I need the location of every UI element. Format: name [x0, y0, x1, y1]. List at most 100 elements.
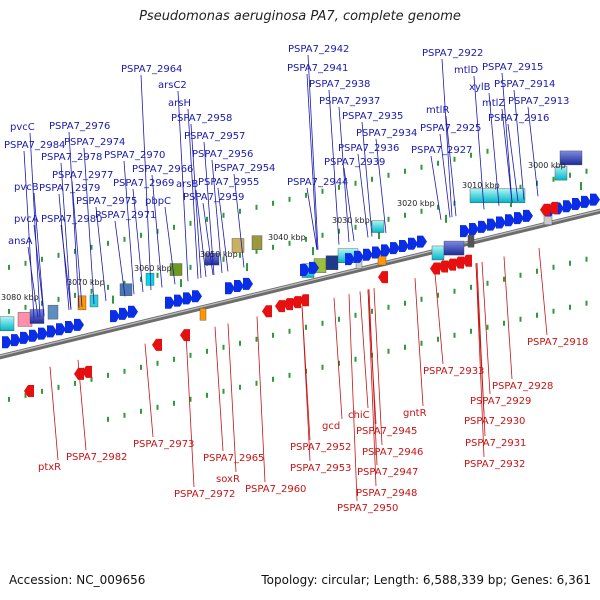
gene-label[interactable]: PSPA7_2966 [132, 164, 193, 175]
gene-label[interactable]: PSPA7_2938 [309, 79, 370, 90]
gene-label[interactable]: PSPA7_2976 [49, 121, 110, 132]
gene-label[interactable]: arsB [176, 179, 198, 190]
tick-mark [206, 392, 208, 398]
gene-label[interactable]: PSPA7_2945 [356, 426, 417, 437]
gene-label[interactable]: PSPA7_2969 [113, 178, 174, 189]
tick-mark [272, 200, 274, 206]
gene-label[interactable]: ptxR [38, 462, 61, 473]
gene-label[interactable]: PSPA7_2960 [245, 484, 306, 495]
gene-label[interactable]: chiC [348, 410, 370, 421]
gene-label[interactable]: PSPA7_2957 [184, 131, 245, 142]
forward-gene-arrow [165, 296, 175, 309]
top-leader-line [195, 189, 207, 277]
tick-mark [156, 360, 159, 366]
gene-label[interactable]: PSPA7_2972 [174, 489, 235, 500]
gene-label[interactable]: PSPA7_2918 [527, 337, 588, 348]
bottom-leader-line [333, 297, 343, 420]
gene-label[interactable]: PSPA7_2956 [192, 149, 253, 160]
gene-label[interactable]: PSPA7_2958 [171, 113, 232, 124]
forward-gene-arrow [478, 220, 488, 233]
gene-label[interactable]: PSPA7_2971 [95, 210, 156, 221]
gene-label[interactable]: PSPA7_2936 [338, 143, 399, 154]
gene-label[interactable]: PSPA7_2982 [66, 452, 127, 463]
gene-label[interactable]: PSPA7_2965 [203, 453, 264, 464]
tick-mark [288, 240, 291, 246]
gene-label[interactable]: PSPA7_2975 [76, 196, 137, 207]
gene-label[interactable]: PSPA7_2916 [488, 113, 549, 124]
gene-label[interactable]: pbpC [145, 196, 171, 207]
gene-label[interactable]: PSPA7_2964 [121, 64, 182, 75]
top-leader-line [338, 106, 350, 243]
gene-label[interactable]: PSPA7_2935 [342, 111, 403, 122]
kbp-label: 3000 kbp [528, 161, 566, 170]
gene-label[interactable]: mtlZ [482, 98, 505, 109]
gene-label[interactable]: gntR [403, 408, 427, 419]
forward-gene-arrow [514, 212, 524, 225]
gene-label[interactable]: ansA [8, 236, 33, 247]
gene-label[interactable]: PSPA7_2959 [183, 192, 244, 203]
gene-label[interactable]: PSPA7_2979 [39, 183, 100, 194]
tick-mark [585, 168, 588, 174]
gene-label[interactable]: PSPA7_2948 [356, 488, 417, 499]
gene-label[interactable]: PSPA7_2913 [508, 96, 569, 107]
tick-mark [453, 332, 456, 338]
gene-label[interactable]: pvcC [10, 122, 35, 133]
kbp-label: 3010 kbp [462, 181, 500, 190]
gene-label[interactable]: PSPA7_2955 [198, 177, 259, 188]
gene-label[interactable]: PSPA7_2915 [482, 62, 543, 73]
gene-label[interactable]: PSPA7_2952 [290, 442, 351, 453]
gene-label[interactable]: PSPA7_2933 [423, 366, 484, 377]
gene-label[interactable]: PSPA7_2944 [287, 177, 348, 188]
gene-label[interactable]: PSPA7_2942 [288, 44, 349, 55]
gene-label[interactable]: PSPA7_2932 [464, 459, 525, 470]
gene-label[interactable]: PSPA7_2970 [104, 150, 165, 161]
gene-label[interactable]: PSPA7_2984 [4, 140, 65, 151]
gene-label[interactable]: gcd [322, 421, 340, 432]
gene-label[interactable]: PSPA7_2939 [324, 157, 385, 168]
forward-gene-arrow [505, 214, 515, 227]
tick-mark [552, 176, 555, 182]
gene-label[interactable]: PSPA7_2927 [411, 145, 472, 156]
gene-label[interactable]: pvcB [14, 182, 39, 193]
gene-label[interactable]: pvcA [14, 214, 39, 225]
tick-mark [74, 380, 76, 386]
gene-label[interactable]: mtlR [426, 105, 449, 116]
gene-label[interactable]: PSPA7_2931 [465, 438, 526, 449]
gene-label[interactable]: PSPA7_2947 [357, 467, 418, 478]
tick-mark [552, 264, 555, 270]
gene-label[interactable]: PSPA7_2978 [41, 152, 102, 163]
gene-label[interactable]: PSPA7_2973 [133, 439, 194, 450]
bottom-leader-line [49, 366, 59, 461]
tick-mark [519, 184, 522, 190]
gene-label[interactable]: xylB [469, 82, 491, 93]
gene-label[interactable]: PSPA7_2941 [287, 63, 348, 74]
tick-mark [437, 160, 439, 166]
gene-label[interactable]: PSPA7_2980 [41, 214, 102, 225]
gene-label[interactable]: PSPA7_2953 [290, 463, 351, 474]
tick-mark [387, 216, 390, 222]
kbp-tick [312, 247, 314, 256]
gene-label[interactable]: PSPA7_2946 [362, 447, 423, 458]
gene-label[interactable]: PSPA7_2914 [494, 79, 555, 90]
top-leader-line [527, 106, 539, 197]
gene-label[interactable]: arsH [168, 98, 191, 109]
forward-gene-arrow [38, 327, 48, 340]
gene-label[interactable]: PSPA7_2950 [337, 503, 398, 514]
gene-label[interactable]: PSPA7_2954 [214, 163, 275, 174]
gene-label[interactable]: PSPA7_2974 [64, 137, 125, 148]
forward-gene-arrow [47, 325, 57, 338]
gene-label[interactable]: PSPA7_2929 [470, 396, 531, 407]
gene-label[interactable]: PSPA7_2925 [420, 123, 481, 134]
tick-mark [140, 364, 142, 370]
gene-label[interactable]: PSPA7_2937 [319, 96, 380, 107]
gene-label[interactable]: PSPA7_2977 [52, 170, 113, 181]
gene-label[interactable]: PSPA7_2934 [356, 128, 417, 139]
gene-label[interactable]: soxR [216, 474, 240, 485]
gene-label[interactable]: PSPA7_2930 [464, 416, 525, 427]
gene-label[interactable]: PSPA7_2922 [422, 48, 483, 59]
gene-label[interactable]: mtlD [454, 65, 478, 76]
gene-label[interactable]: PSPA7_2928 [492, 381, 553, 392]
bottom-leader-line [503, 256, 513, 380]
gene-label[interactable]: arsC2 [158, 80, 187, 91]
tick-mark [536, 180, 538, 186]
